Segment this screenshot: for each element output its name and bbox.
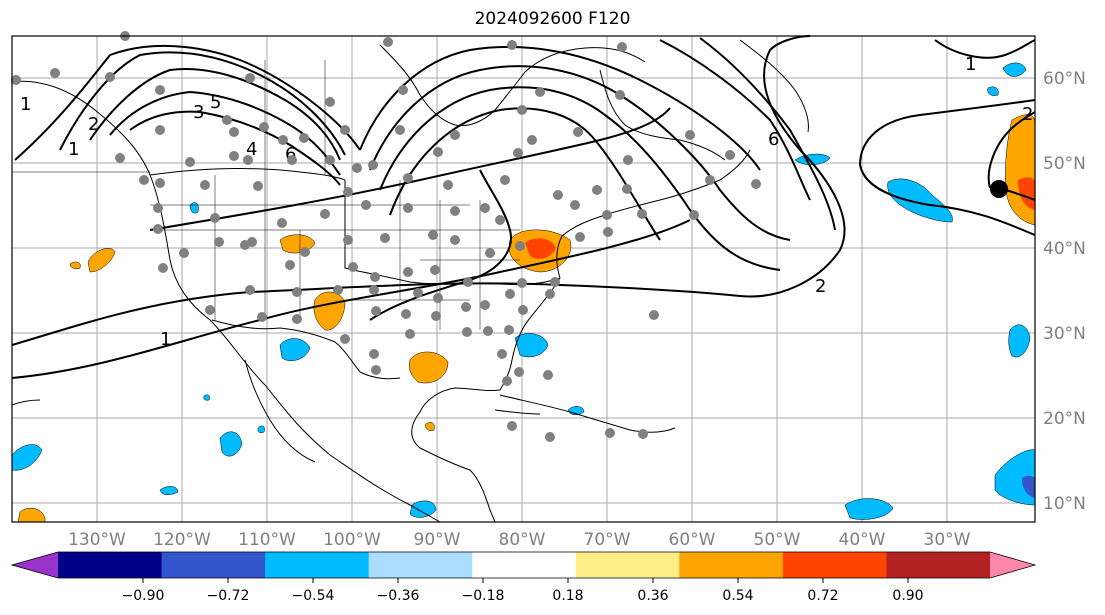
colorbar-swatch (886, 552, 991, 578)
colorbar-tick-label: −0.36 (377, 588, 420, 604)
colorbar-swatch (368, 552, 473, 578)
map-title: 2024092600 F120 (474, 9, 631, 29)
colorbar-low-extend (12, 552, 58, 578)
lon-label: 80°W (499, 530, 546, 550)
contour-label: 6 (285, 144, 296, 165)
colorbar-swatch (161, 552, 266, 578)
map-frame (11, 35, 1036, 523)
contour-label: 1 (20, 94, 31, 115)
contour-label: 6 (768, 129, 779, 150)
contour-label: 2 (1022, 104, 1033, 125)
lon-label: 110°W (238, 530, 296, 550)
colorbar-tick-label: 0.18 (552, 588, 583, 604)
colorbar-tick-label: 0.54 (722, 588, 753, 604)
contour-label: 2 (815, 276, 826, 297)
contour-labels: 1 1 2 2 3 4 5 6 6 1 1 2 (20, 54, 1033, 350)
lon-label: 100°W (323, 530, 381, 550)
lon-label: 50°W (754, 530, 801, 550)
colorbar-swatch (472, 552, 577, 578)
latitude-labels: 60°N 50°N 40°N 30°N 20°N 10°N (1043, 69, 1086, 514)
colorbar-swatch (679, 552, 784, 578)
lon-label: 90°W (414, 530, 461, 550)
lat-label: 20°N (1043, 409, 1086, 429)
lon-label: 70°W (584, 530, 631, 550)
lon-label: 40°W (839, 530, 886, 550)
contour-label: 2 (88, 114, 99, 135)
contour-label: 3 (193, 102, 204, 123)
longitude-labels: 130°W 120°W 110°W 100°W 90°W 80°W 70°W 6… (68, 530, 971, 550)
contour-label: 1 (68, 139, 79, 160)
lat-label: 60°N (1043, 69, 1086, 89)
contours (11, 35, 1036, 379)
contour-label: 5 (210, 92, 221, 113)
colorbar-tick-label: −0.54 (292, 588, 335, 604)
colorbar: −0.90 −0.72 −0.54 −0.36 −0.18 0.18 0.36 … (10, 551, 1037, 604)
colorbar-swatch (58, 552, 163, 578)
lon-label: 30°W (924, 530, 971, 550)
colorbar-swatch (265, 552, 370, 578)
contour-label: 1 (160, 329, 171, 350)
storm-center-marker (990, 180, 1008, 198)
lon-label: 130°W (68, 530, 126, 550)
shaded-anomalies (11, 62, 1036, 523)
colorbar-tick-label: 0.90 (892, 588, 923, 604)
colorbar-high-extend (990, 552, 1035, 578)
lat-label: 50°N (1043, 154, 1086, 174)
colorbar-tick-label: 0.72 (807, 588, 838, 604)
contour-label: 1 (965, 54, 976, 75)
lat-label: 30°N (1043, 324, 1086, 344)
lat-label: 40°N (1043, 239, 1086, 259)
lon-label: 120°W (153, 530, 211, 550)
lon-label: 60°W (669, 530, 716, 550)
colorbar-tick-label: −0.90 (122, 588, 165, 604)
station-markers (11, 31, 761, 442)
anomaly-atlantic-core (1018, 177, 1035, 210)
colorbar-swatch (782, 552, 887, 578)
contour-label: 4 (246, 139, 257, 160)
colorbar-tick-label: −0.72 (207, 588, 250, 604)
anomaly-east-coast-core (525, 238, 556, 259)
colorbar-swatch (575, 552, 680, 578)
colorbar-tick-label: 0.36 (637, 588, 668, 604)
lat-label: 10°N (1043, 494, 1086, 514)
colorbar-tick-label: −0.18 (462, 588, 505, 604)
